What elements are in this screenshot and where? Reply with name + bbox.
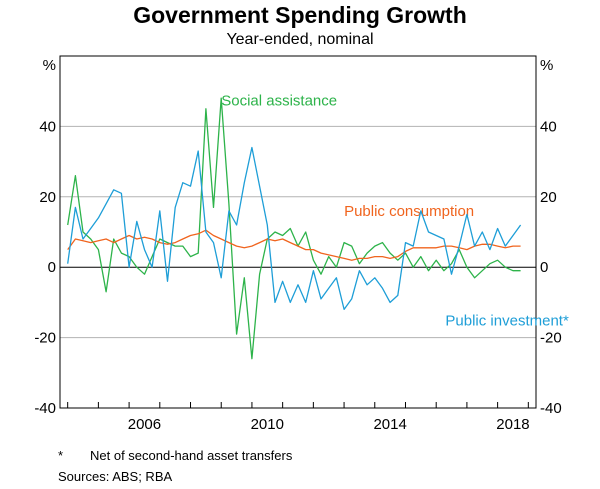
y-tick-label-left: 0 (48, 259, 56, 276)
x-tick-label: 2018 (496, 416, 529, 433)
y-tick-label-right: 40 (540, 118, 557, 135)
x-tick-label: 2014 (373, 416, 406, 433)
series-line-public-investment (67, 146, 522, 311)
x-tick-label: 2010 (251, 416, 284, 433)
y-unit-right: % (540, 57, 553, 74)
series-line-social-assistance (67, 97, 521, 360)
chart-subtitle: Year-ended, nominal (226, 31, 374, 48)
series-label-public-investment: Public investment* (445, 312, 569, 329)
y-tick-label-right: 0 (540, 259, 548, 276)
plot-frame (59, 55, 537, 409)
y-tick-label-left: 40 (39, 118, 56, 135)
y-unit-left: % (43, 57, 56, 74)
series-label-social-assistance: Social assistance (221, 92, 337, 109)
series-label-public-consumption: Public consumption (344, 203, 474, 220)
sources-note: Sources: ABS; RBA (58, 469, 173, 484)
y-tick-label-right: -40 (540, 400, 562, 417)
footnote-marker: * (58, 448, 64, 463)
y-tick-label-right: -20 (540, 330, 562, 347)
footnote-text: Net of second-hand asset transfers (90, 448, 293, 463)
y-tick-label-left: 20 (39, 189, 56, 206)
footnote: * Net of second-hand asset transfers (58, 448, 292, 463)
chart-title: Government Spending Growth (133, 2, 467, 28)
y-tick-label-left: -40 (34, 400, 56, 417)
y-tick-label-left: -20 (34, 330, 56, 347)
y-tick-label-right: 20 (540, 189, 557, 206)
series-line-public-consumption (67, 229, 521, 261)
x-tick-label: 2006 (128, 416, 161, 433)
